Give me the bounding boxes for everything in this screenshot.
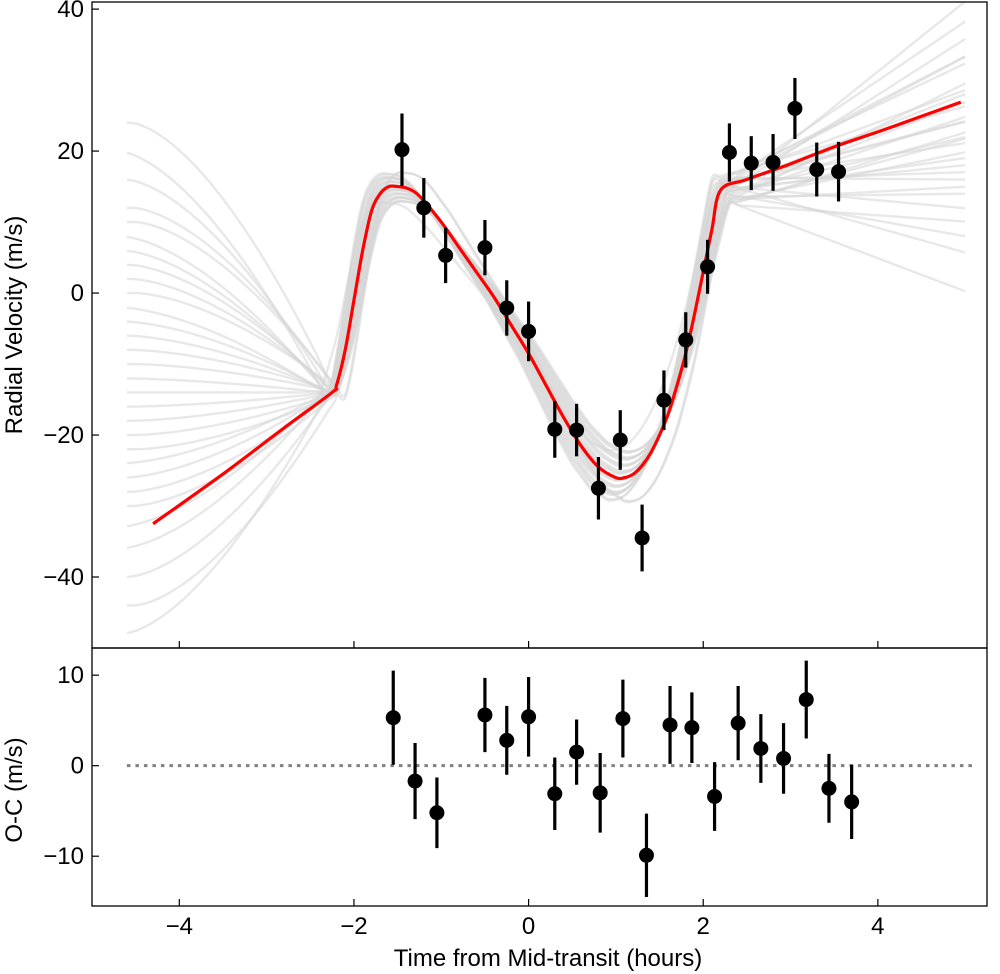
residuals-y-ticks: 10 0 −10: [43, 662, 99, 870]
data-point: [394, 142, 410, 158]
x-axis-label: Time from Mid-transit (hours): [394, 945, 702, 972]
best-fit-model: [152, 100, 962, 526]
y-tick-label: 0: [71, 280, 84, 307]
data-point: [634, 530, 650, 546]
data-point: [569, 744, 585, 760]
data-point: [678, 332, 694, 348]
data-point: [707, 788, 723, 804]
data-point: [753, 740, 769, 756]
rv-y-ticks: 40 20 0 −20 −40: [43, 0, 99, 591]
posterior-sample-curve: [126, 120, 966, 489]
data-point: [438, 247, 454, 263]
rv-y-axis-label: Radial Velocity (m/s): [1, 216, 28, 435]
data-point: [521, 323, 537, 339]
posterior-sample-curve: [126, 55, 966, 482]
residual-data-points: [385, 660, 860, 897]
data-point: [499, 732, 515, 748]
rv-x-ticks: [178, 641, 879, 648]
best-fit-model-line: [152, 100, 962, 526]
data-point: [569, 422, 585, 438]
data-point: [499, 300, 515, 316]
data-point: [787, 100, 803, 116]
data-point: [638, 847, 654, 863]
x-tick-label: 4: [871, 913, 884, 940]
residuals-y-axis-label: O-C (m/s): [1, 737, 28, 842]
residuals-panel-frame: [91, 647, 988, 907]
data-point: [730, 715, 746, 731]
y-tick-label: −40: [43, 564, 84, 591]
data-point: [743, 155, 759, 171]
posterior-sample-curve: [126, 89, 966, 504]
data-point: [700, 259, 716, 275]
y-tick-label: −20: [43, 422, 84, 449]
data-point: [662, 717, 678, 733]
y-tick-label: −10: [43, 843, 84, 870]
x-tick-label: −4: [166, 913, 193, 940]
data-point: [477, 240, 493, 256]
data-point: [385, 710, 401, 726]
y-tick-label: 40: [57, 0, 84, 23]
data-point: [798, 692, 814, 708]
data-point: [407, 773, 423, 789]
residuals-x-ticks: −4 −2 0 2 4: [166, 899, 885, 940]
data-point: [765, 154, 781, 170]
data-point: [547, 786, 563, 802]
data-point: [592, 785, 608, 801]
data-point: [590, 480, 606, 496]
posterior-sample-curve: [126, 170, 966, 496]
data-point: [776, 750, 792, 766]
rv-data-points: [394, 77, 847, 572]
data-point: [416, 200, 432, 216]
data-point: [844, 794, 860, 810]
y-tick-label: 0: [71, 753, 84, 780]
data-point: [547, 421, 563, 437]
data-point: [612, 432, 628, 448]
data-point: [429, 805, 445, 821]
data-point: [477, 707, 493, 723]
x-tick-label: −2: [340, 913, 367, 940]
posterior-samples: [126, 2, 966, 635]
data-point: [615, 711, 631, 727]
data-point: [831, 164, 847, 180]
x-tick-label: 0: [522, 913, 535, 940]
data-point: [809, 162, 825, 178]
data-point: [656, 392, 672, 408]
data-point: [721, 144, 737, 160]
data-point: [821, 780, 837, 796]
rv-panel: 40 20 0 −20 −40 Radial Velocity (m/s): [1, 0, 988, 649]
y-tick-label: 20: [57, 138, 84, 165]
y-tick-label: 10: [57, 662, 84, 689]
x-tick-label: 2: [697, 913, 710, 940]
residuals-panel: 10 0 −10 −4 −2 0 2 4 O-C (m/s) Time from Mid-t…: [1, 647, 988, 972]
data-point: [684, 720, 700, 736]
posterior-sample-curve: [126, 185, 966, 462]
data-point: [521, 709, 537, 725]
